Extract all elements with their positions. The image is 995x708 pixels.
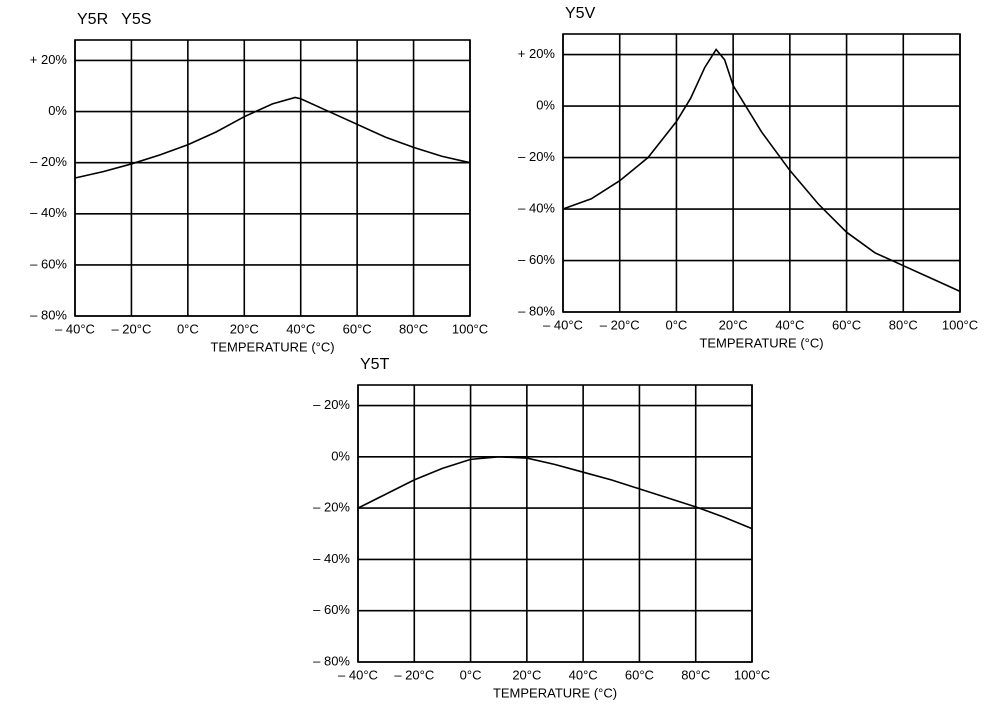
x-axis-label: TEMPERATURE (°C): [493, 685, 617, 700]
y-tick-label: – 20%: [30, 154, 67, 169]
x-tick-label: 60°C: [625, 667, 654, 682]
y-tick-label: – 40%: [30, 205, 67, 220]
x-tick-label: – 20°C: [600, 317, 640, 332]
plot-frame: [357, 384, 753, 663]
x-tick-label: 100°C: [734, 667, 770, 682]
y-tick-label: – 20%: [313, 500, 350, 515]
y-tick-label: 0%: [536, 98, 555, 113]
x-tick-label: 80°C: [681, 667, 710, 682]
data-line: [562, 48, 961, 293]
x-tick-label: 80°C: [399, 321, 428, 336]
y-tick-label: – 40%: [313, 551, 350, 566]
y-tick-label: + 20%: [518, 46, 556, 61]
chart-title: Y5R Y5S: [77, 11, 151, 28]
y-tick-label: – 80%: [313, 653, 350, 668]
y-tick-label: – 60%: [518, 252, 555, 267]
y-tick-label: – 80%: [518, 303, 555, 318]
y-tick-label: 0%: [331, 448, 350, 463]
x-tick-label: 0°C: [177, 321, 199, 336]
data-line: [74, 96, 471, 179]
y-tick-label: – 60%: [313, 602, 350, 617]
plot-frame: [74, 39, 471, 317]
x-tick-label: 20°C: [719, 317, 748, 332]
x-tick-label: 80°C: [889, 317, 918, 332]
plot-frame: [562, 33, 961, 313]
y-tick-label: – 40%: [518, 200, 555, 215]
x-tick-label: 0°C: [460, 667, 482, 682]
data-line: [357, 456, 753, 530]
x-tick-label: 20°C: [230, 321, 259, 336]
x-tick-label: 40°C: [569, 667, 598, 682]
chart-title: Y5V: [565, 5, 596, 22]
x-axis-label: TEMPERATURE (°C): [210, 339, 334, 354]
chart-title: Y5T: [360, 356, 390, 373]
y-tick-label: 0%: [48, 103, 67, 118]
x-axis-label: TEMPERATURE (°C): [699, 335, 823, 350]
y-tick-label: – 20%: [518, 149, 555, 164]
y-tick-label: – 20%: [313, 397, 350, 412]
x-tick-label: 100°C: [452, 321, 488, 336]
x-tick-label: 0°C: [666, 317, 688, 332]
x-tick-label: – 20°C: [394, 667, 434, 682]
x-tick-label: – 40°C: [338, 667, 378, 682]
y-tick-label: – 60%: [30, 256, 67, 271]
x-tick-label: 40°C: [775, 317, 804, 332]
x-tick-label: 60°C: [832, 317, 861, 332]
x-tick-label: – 40°C: [55, 321, 95, 336]
y-tick-label: + 20%: [30, 52, 68, 67]
x-tick-label: – 20°C: [111, 321, 151, 336]
x-tick-label: 60°C: [343, 321, 372, 336]
x-tick-label: 20°C: [512, 667, 541, 682]
x-tick-label: 100°C: [942, 317, 978, 332]
y-tick-label: – 80%: [30, 307, 67, 322]
x-tick-label: 40°C: [286, 321, 315, 336]
x-tick-label: – 40°C: [543, 317, 583, 332]
